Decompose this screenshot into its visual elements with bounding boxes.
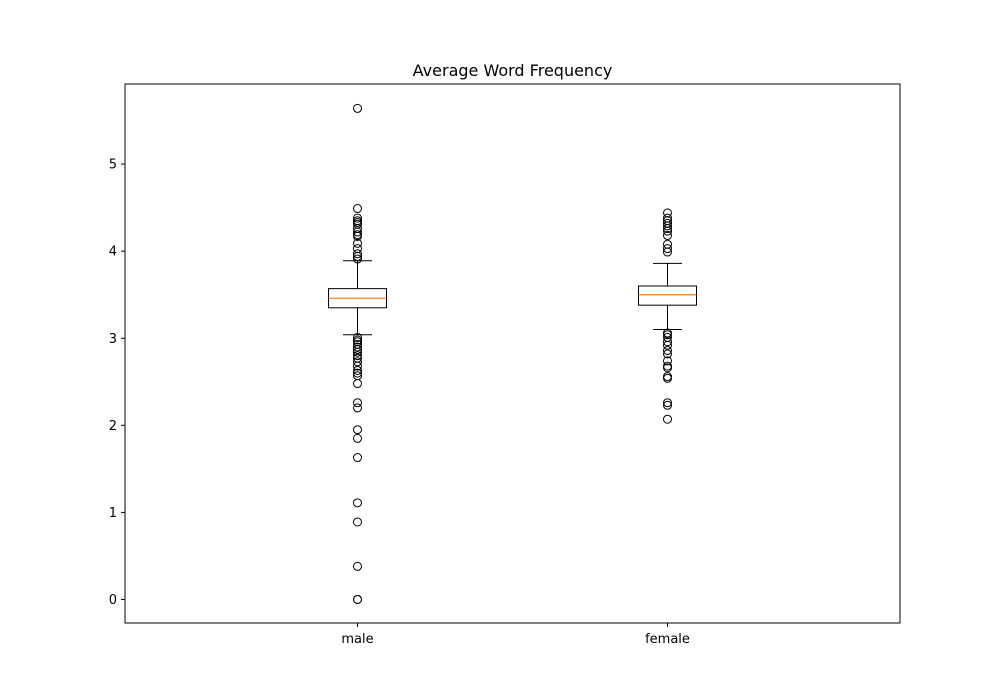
axes-frame	[124, 83, 901, 624]
outlier-point	[353, 379, 362, 389]
outlier-point	[353, 342, 362, 352]
y-tick-label: 4	[109, 245, 117, 260]
outlier-point	[353, 103, 362, 113]
outlier-point	[663, 398, 672, 408]
chart-title: Average Word Frequency	[413, 61, 613, 80]
outlier-point	[353, 227, 362, 237]
outlier-point	[353, 425, 362, 435]
box-iqr	[638, 285, 697, 306]
outlier-point	[663, 224, 672, 234]
outlier-point	[663, 337, 672, 347]
outlier-point	[663, 345, 672, 355]
outlier-point	[353, 398, 362, 408]
outlier-point	[353, 238, 362, 248]
outlier-point	[353, 368, 362, 378]
y-tick-label: 2	[109, 419, 117, 434]
y-tick-label: 5	[109, 158, 117, 173]
outlier-point	[663, 361, 672, 371]
outlier-point	[353, 561, 362, 571]
outlier-point	[353, 347, 362, 357]
outlier-point	[663, 231, 672, 241]
outlier-point	[663, 414, 672, 424]
outlier-point	[663, 330, 672, 340]
outlier-point	[353, 345, 362, 355]
outlier-point	[663, 373, 672, 383]
y-tick-label: 3	[109, 332, 117, 347]
outlier-point	[663, 356, 672, 366]
outlier-point	[353, 249, 362, 259]
outlier-point	[353, 433, 362, 443]
outlier-point	[663, 363, 672, 373]
outlier-point	[353, 594, 362, 604]
outlier-point	[663, 349, 672, 359]
y-tick-label: 1	[109, 506, 117, 521]
y-tick-label: 0	[109, 593, 117, 608]
outlier-point	[663, 247, 672, 257]
outlier-point	[353, 204, 362, 214]
outlier-point	[353, 357, 362, 367]
outlier-point	[353, 231, 362, 241]
outlier-point	[353, 498, 362, 508]
outlier-point	[663, 244, 672, 254]
outlier-point	[663, 372, 672, 382]
x-tick-label: female	[645, 632, 690, 647]
outlier-point	[353, 403, 362, 413]
outlier-point	[353, 332, 362, 342]
outlier-point	[663, 400, 672, 410]
outlier-point	[353, 351, 362, 361]
outlier-point	[353, 251, 362, 261]
outlier-point	[353, 213, 362, 223]
outlier-point	[353, 453, 362, 463]
outlier-point	[353, 517, 362, 527]
outlier-point	[663, 226, 672, 236]
outlier-point	[663, 221, 672, 231]
outlier-point	[353, 361, 362, 371]
x-tick-label: male	[341, 632, 373, 647]
outlier-point	[663, 340, 672, 350]
outlier-point	[353, 365, 362, 375]
outlier-point	[353, 254, 362, 264]
plot-area: 0 1 2 3 4 5 male female	[109, 103, 697, 647]
